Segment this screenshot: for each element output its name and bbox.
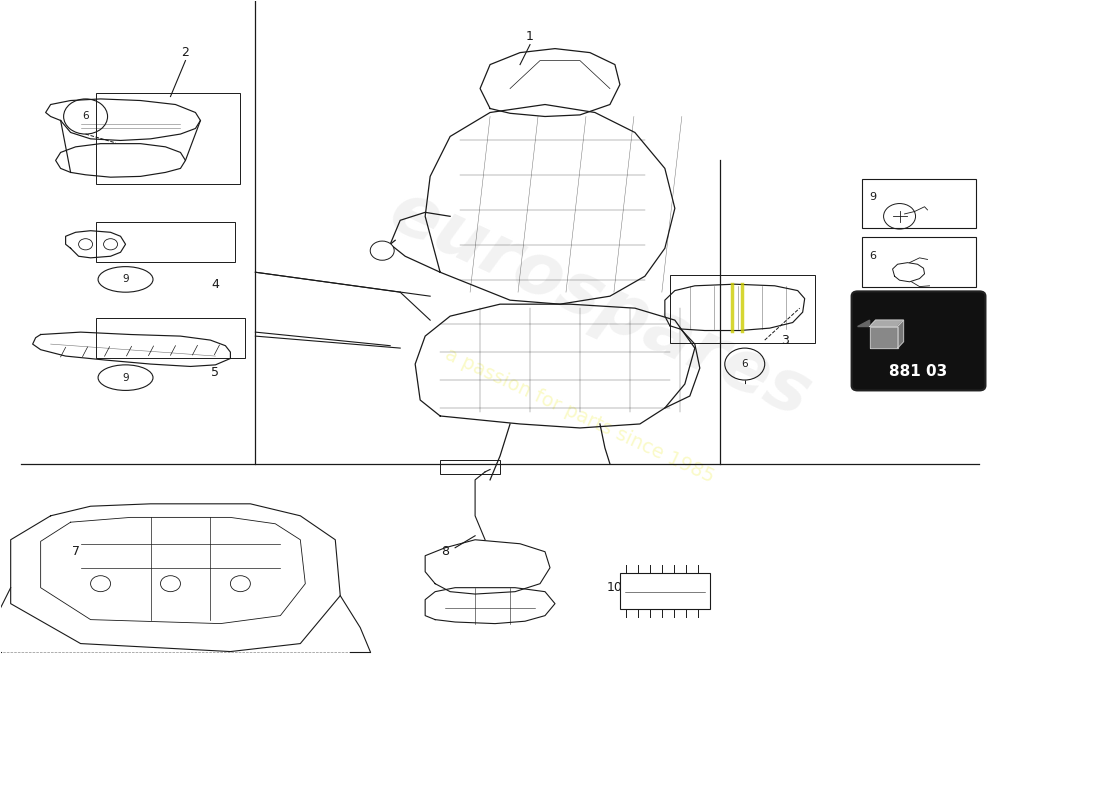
Text: 2: 2 [182,46,189,59]
Text: 6: 6 [870,251,877,262]
Text: eurospares: eurospares [378,176,822,432]
Polygon shape [898,320,903,348]
Text: 7: 7 [72,546,79,558]
Text: 9: 9 [122,373,129,382]
Text: 881 03: 881 03 [890,364,948,378]
Text: 6: 6 [82,111,89,122]
Text: 4: 4 [211,278,219,290]
Text: 6: 6 [741,359,748,369]
Circle shape [371,241,394,260]
Text: 9: 9 [870,192,877,202]
Polygon shape [858,320,870,326]
Text: 8: 8 [441,546,449,558]
Text: 1: 1 [526,30,534,43]
FancyBboxPatch shape [851,291,986,390]
Polygon shape [870,326,898,348]
Text: 3: 3 [781,334,789,346]
Text: 9: 9 [122,274,129,285]
Text: 10: 10 [607,581,623,594]
Polygon shape [870,320,903,326]
Text: 5: 5 [211,366,219,378]
Text: a passion for parts since 1985: a passion for parts since 1985 [442,345,717,487]
